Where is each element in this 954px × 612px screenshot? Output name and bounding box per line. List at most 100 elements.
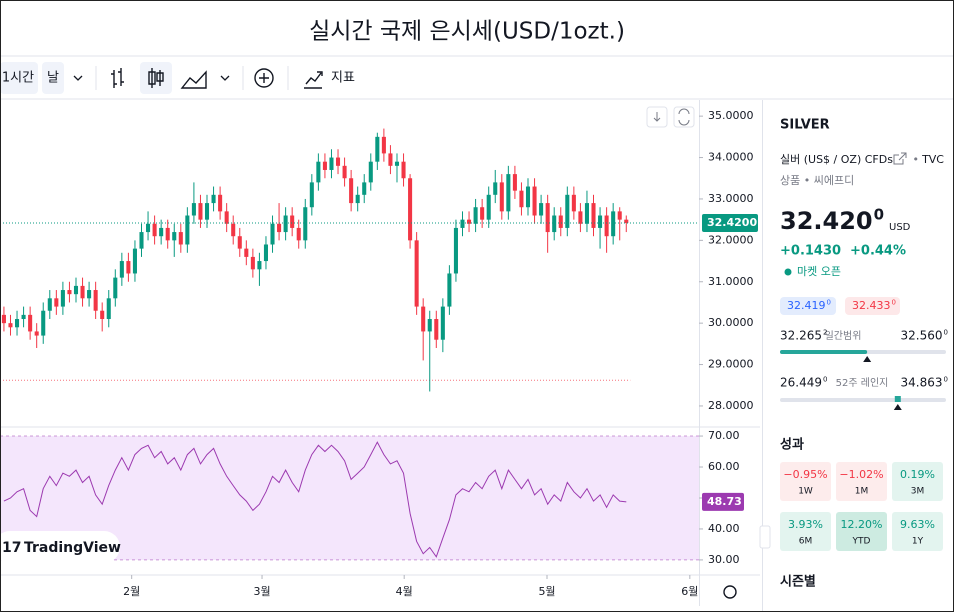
watermark-badge[interactable] [0, 531, 120, 563]
fullscreen-button[interactable] [673, 106, 695, 128]
compare-icon[interactable] [254, 68, 274, 88]
compare-icon-plus[interactable] [259, 73, 269, 83]
candle-body [539, 203, 544, 216]
day_range-low: 32.265 [780, 329, 822, 343]
candle-body [106, 298, 111, 320]
performance-value: 12.20% [841, 518, 883, 531]
week52-range-title: 52주 레인지 [836, 377, 889, 389]
rsi-line [3, 441, 627, 558]
candle-body [512, 174, 517, 191]
last-price-tag [702, 213, 758, 232]
candle-body [525, 186, 531, 208]
performance-period: 1Y [912, 537, 924, 547]
y-tick-label: 28.0000 [708, 399, 754, 412]
candle-body [624, 219, 629, 223]
market-status: 마켓 오픈 [797, 265, 841, 278]
candle-body [237, 236, 242, 249]
candle-body [139, 232, 144, 249]
candle-body [172, 232, 177, 241]
dropdown-chevron[interactable] [73, 75, 83, 81]
price-sup: 0 [874, 205, 884, 223]
candle-body [368, 161, 373, 183]
style-label[interactable]: 날 [47, 71, 59, 86]
page-title: 실시간 국제 은시세(USD/1ozt.) [309, 19, 625, 45]
y-tick-label: 31.0000 [708, 275, 754, 288]
day-range-title: 일간범위 [825, 329, 862, 342]
fullscreen-icon[interactable] [678, 108, 690, 126]
interval-label[interactable]: 1시간 [2, 71, 34, 86]
panel-toggle[interactable] [759, 525, 771, 549]
candle-body [571, 194, 576, 212]
candle-body [532, 186, 537, 216]
symbol-name: 실버 (US$ / OZ) CFDs [780, 153, 893, 166]
candle-body [355, 194, 360, 204]
indicators-icon[interactable] [304, 71, 323, 89]
candle-body [296, 227, 301, 241]
rsi-last-label: 48.73 [707, 495, 742, 508]
bid-sup: 0 [827, 299, 831, 307]
candle-body [270, 223, 275, 245]
area-icon[interactable] [180, 70, 207, 89]
candle-body [250, 256, 255, 270]
candle-body [185, 215, 190, 245]
style-button[interactable] [42, 62, 64, 94]
y-tick-label: 70.00 [708, 429, 740, 442]
candle-body [591, 203, 596, 228]
candle-body [54, 298, 59, 307]
symbol-category: 상품 • 씨에프디 [780, 174, 854, 187]
candles-button[interactable] [140, 62, 172, 94]
week52_range-low: 26.449 [780, 376, 822, 390]
week52_range-track [780, 398, 946, 402]
watermark-text[interactable]: TradingView [24, 540, 121, 556]
candle-body [1, 314, 6, 324]
candle-body [467, 219, 472, 224]
settings-icon[interactable] [723, 585, 737, 599]
performance-period: 6M [799, 537, 813, 547]
candle-body [447, 273, 452, 307]
bars-icon[interactable] [111, 68, 124, 88]
candle-body [460, 219, 465, 228]
candle-body [440, 306, 445, 340]
symbol-panel: SILVER 실버 (US$ / OZ) CFDs TVC • 상품 • 씨에프… [759, 100, 944, 612]
candle-body [565, 194, 570, 228]
candle-body [604, 215, 609, 237]
candle-body [15, 319, 20, 328]
y-tick-label: 34.0000 [708, 151, 754, 164]
ask-pill [845, 297, 900, 315]
y-tick-label: 30.0000 [708, 316, 754, 329]
candle-body [178, 232, 183, 245]
candle-body [152, 223, 157, 237]
candle-body [47, 298, 52, 311]
y-tick-label: 40.00 [708, 522, 740, 535]
candle-body [375, 136, 380, 162]
candle-body [584, 203, 589, 224]
candle-body [552, 215, 557, 233]
week52_range-high: 34.863 [901, 376, 943, 390]
performance-tile [836, 512, 887, 551]
candle-body [93, 290, 98, 311]
week52_range-high-sup: 0 [944, 375, 948, 383]
scroll-icon[interactable] [653, 112, 661, 122]
day_range-high: 32.560 [901, 329, 943, 343]
interval-button[interactable] [0, 62, 38, 94]
indicators-label[interactable]: 지표 [331, 71, 355, 86]
performance-period: YTD [852, 537, 871, 547]
candle-body [146, 223, 151, 233]
external-link-icon[interactable] [893, 152, 907, 165]
candle-body [132, 248, 137, 274]
candle-body [486, 194, 491, 220]
candle-body [277, 223, 282, 233]
candle-body [283, 215, 288, 233]
candle-body [473, 207, 478, 224]
y-tick-label: 33.0000 [708, 192, 754, 205]
dropdown-chevron[interactable] [220, 75, 230, 81]
market-status-dot [784, 268, 792, 276]
candle-body [21, 314, 26, 320]
candle-body [578, 211, 583, 224]
candles-icon[interactable] [148, 68, 164, 88]
candle-body [73, 285, 79, 295]
candle-body [506, 174, 511, 212]
price: 32.420 [780, 207, 873, 235]
performance-period: 1M [855, 487, 869, 497]
candle-body [41, 310, 46, 336]
